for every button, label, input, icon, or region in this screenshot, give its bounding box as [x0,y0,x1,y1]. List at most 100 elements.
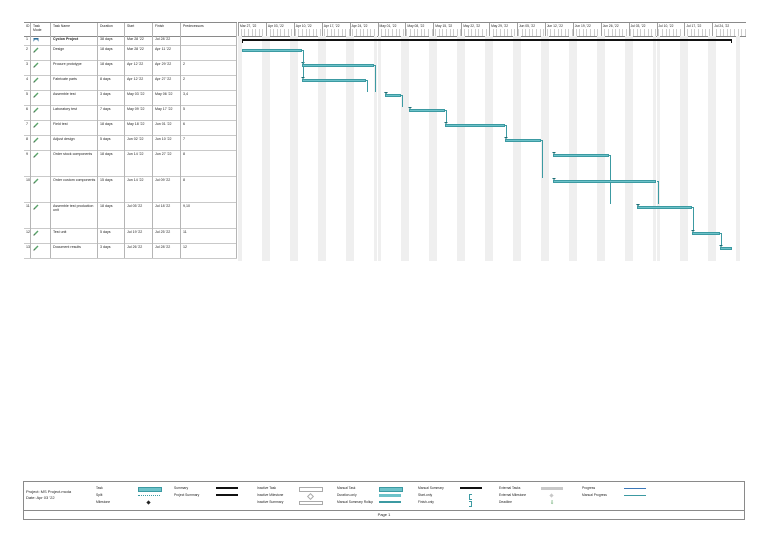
task-bar[interactable] [692,232,721,235]
cell-start: Mar 28 '22 [125,45,153,60]
project-summary-bar[interactable] [241,39,733,41]
task-bar[interactable] [409,109,446,112]
cell-predecessors: 5 [181,105,237,120]
timescale-week: Apr 24, '22 [349,23,378,36]
dependency-link [445,110,447,111]
legend-label: Project Summary [174,493,200,497]
cell-start: Jul 26 '22 [125,243,153,258]
auto-schedule-icon [33,245,39,251]
week-label: Jul 17, '22 [686,24,702,28]
legend-label: Split [96,493,103,497]
header-predecessors: Predecessors [181,23,237,36]
week-label: May 01, '22 [379,24,397,28]
dependency-arrow [444,121,449,124]
task-bar[interactable] [301,79,366,82]
nonworking-day-shade [289,36,294,261]
week-label: May 22, '22 [463,24,481,28]
header-task-mode: Task Mode [31,23,51,36]
table-row[interactable]: 3 Procure prototype 18 days Apr 12 '22 Apr 2… [24,60,237,76]
dependency-link [402,95,403,107]
table-row[interactable]: 10 Order custom components 15 days Jun 14 '… [24,176,237,203]
task-bar[interactable] [552,154,609,157]
table-row[interactable]: 13 Document results 3 days Jul 26 '22 Jul 28… [24,243,237,259]
cell-start: Apr 12 '22 [125,75,153,90]
task-mode-cell [31,120,51,135]
cell-name: Design [51,45,98,60]
task-bar[interactable] [552,180,657,183]
timescale-week: Jun 12, '22 [544,23,573,36]
header-id: ID [24,23,31,36]
auto-schedule-icon [33,152,39,158]
table-row[interactable]: 2 Design 18 days Mar 28 '22 Apr 11 '22 [24,45,237,61]
task-bar[interactable] [445,124,506,127]
print-date: Date: Apr 03 '22 [26,494,55,500]
dependency-link [505,125,507,126]
table-row[interactable]: 4 Fabricate parts 8 days Apr 12 '22 Apr 27 '… [24,75,237,91]
timescale-week: Jul 24, '22 [712,23,740,36]
nonworking-day-shade [624,36,629,261]
task-mode-cell [31,105,51,120]
legend-duration-only-icon [379,493,401,497]
cell-predecessors: 8 [181,150,237,176]
cell-duration: 18 days [98,202,125,228]
summary-cap [731,39,733,43]
task-bar[interactable] [505,139,541,142]
cell-predecessors: 8 [181,176,237,202]
cell-duration: 7 days [98,105,125,120]
legend-label: Duration-only [337,493,357,497]
table-row[interactable]: 7 Field test 18 days May 18 '22 Jun 01 '22 6 [24,120,237,136]
nonworking-day-shade [684,36,689,261]
cell-id: 9 [24,150,31,176]
legend-label: Inactive Task [257,486,276,490]
nonworking-day-shade [736,36,741,261]
cell-finish: May 17 '22 [153,105,181,120]
cell-start: May 18 '22 [125,120,153,135]
timescale-week: May 08, '22 [405,23,433,36]
cell-name: Assemble test [51,90,98,105]
week-label: Apr 24, '22 [351,24,368,28]
task-mode-cell [31,75,51,90]
dependency-link [721,233,722,245]
cell-duration: 18 days [98,150,125,176]
cell-finish: Jun 01 '22 [153,120,181,135]
nonworking-day-shade [652,36,657,261]
cell-predecessors: 11 [181,228,237,243]
cell-name: Field test [51,120,98,135]
table-row[interactable]: 12 Test unit 5 days Jul 19 '22 Jul 25 '22 11 [24,228,237,244]
cell-predecessors [181,45,237,60]
table-row[interactable]: 8 Adjust design 5 days Jun 02 '22 Jun 10 '22… [24,135,237,151]
table-row[interactable]: 6 Laboratory test 7 days May 09 '22 May 17 '… [24,105,237,121]
task-bar[interactable] [301,64,374,67]
week-label: Apr 03, '22 [267,24,284,28]
task-bar[interactable] [720,247,733,250]
legend-label: External Tasks [499,486,521,490]
cell-predecessors: 12 [181,243,237,258]
task-mode-cell [31,35,51,45]
task-bar[interactable] [241,49,302,52]
table-row[interactable]: 1 Cyclon Project 38 days Mar 28 '22 Jul 28 '… [24,35,237,46]
table-row[interactable]: 5 Assemble test 3 days May 03 '22 May 06 '22… [24,90,237,106]
cell-name: Adjust design [51,135,98,150]
page-number: Page 1 [23,511,745,520]
dependency-link [302,50,304,77]
legend-label: Finish-only [418,500,434,504]
dependency-link [656,181,658,182]
legend-label: Manual Progress [582,493,607,497]
cell-id: 2 [24,45,31,60]
dependency-link [540,140,543,141]
legend-label: Progress [582,486,596,490]
timescale-week: Apr 03, '22 [265,23,294,36]
nonworking-day-shade [513,36,517,261]
legend-label: Inactive Summary [257,500,284,504]
table-row[interactable]: 9 Order stock components 18 days Jun 14 '22… [24,150,237,177]
cell-finish: Jul 25 '22 [153,228,181,243]
dependency-arrow [691,229,696,232]
table-row[interactable]: 11 Assemble test production unit 18 days Ju… [24,202,237,229]
task-bar[interactable] [385,94,402,97]
legend-label: Inactive Milestone [257,493,284,497]
task-bar[interactable] [636,206,693,209]
task-mode-cell [31,90,51,105]
cell-id: 13 [24,243,31,258]
week-label: May 15, '22 [435,24,453,28]
dependency-link [506,125,507,137]
